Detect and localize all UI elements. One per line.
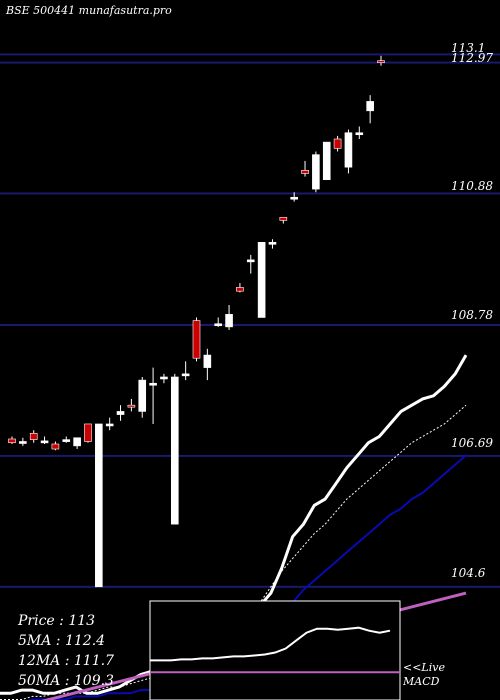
candle-body <box>160 376 168 380</box>
candle-body <box>377 60 385 64</box>
candle-body <box>138 379 147 412</box>
price-readout: Price : 113 <box>18 613 96 629</box>
candle-body <box>51 443 60 450</box>
chart-header: BSE 500441 munafasutra.pro <box>6 4 172 17</box>
candle-body <box>170 376 179 525</box>
candle-body <box>29 433 38 440</box>
macd-panel <box>149 600 401 700</box>
candle-body <box>268 242 277 245</box>
candle-body <box>181 373 190 377</box>
macd-line <box>150 626 391 662</box>
candles <box>8 55 385 588</box>
candle-body <box>279 216 288 221</box>
candle-body <box>73 437 81 447</box>
price-label: 113.1 <box>451 41 485 55</box>
candle-body <box>257 242 266 318</box>
candle-body <box>333 138 342 149</box>
price-label: 108.78 <box>451 308 493 322</box>
candle-body <box>203 354 212 368</box>
candle-body <box>301 170 309 174</box>
candle-body <box>322 141 331 180</box>
gridline-1 <box>0 61 500 64</box>
candle-body <box>246 259 255 263</box>
ma-dotted-line <box>0 404 467 700</box>
candle-body <box>105 423 114 427</box>
gridline-0 <box>0 53 500 56</box>
candle-body <box>192 320 201 359</box>
gridline-3 <box>0 324 500 326</box>
candle-body <box>40 440 49 444</box>
price-label: 104.6 <box>451 566 486 580</box>
candle-body <box>127 404 136 408</box>
candle-body <box>8 438 16 444</box>
candle-body <box>236 287 244 292</box>
candle-body <box>149 382 157 386</box>
candle-body <box>214 323 223 327</box>
candle-body <box>116 411 125 415</box>
candle-body <box>344 132 353 168</box>
gridline-2 <box>0 192 500 195</box>
candle-body <box>290 196 298 200</box>
price-label: 112.97 <box>451 51 493 65</box>
candle-body <box>95 423 103 588</box>
candle-body <box>225 314 233 328</box>
candle-body <box>366 101 374 112</box>
candle-body <box>62 439 71 442</box>
gridline-5 <box>0 585 500 588</box>
price-label: 110.88 <box>451 179 493 193</box>
live-macd-link[interactable]: <<Live <box>403 661 445 674</box>
macd-frame <box>149 600 401 700</box>
ma12-readout: 12MA : 111.7 <box>18 653 114 669</box>
gridline-4 <box>0 454 500 457</box>
candle-body <box>84 423 92 442</box>
ma5-readout: 5MA : 112.4 <box>18 633 106 649</box>
macd-label: MACD <box>403 675 440 688</box>
grid-lines <box>0 53 500 588</box>
candle-body <box>312 154 320 190</box>
price-label: 106.69 <box>451 436 493 450</box>
candle-body <box>355 132 364 136</box>
candle-body <box>19 441 27 444</box>
ma50-readout: 50MA : 109.3 <box>18 673 114 689</box>
